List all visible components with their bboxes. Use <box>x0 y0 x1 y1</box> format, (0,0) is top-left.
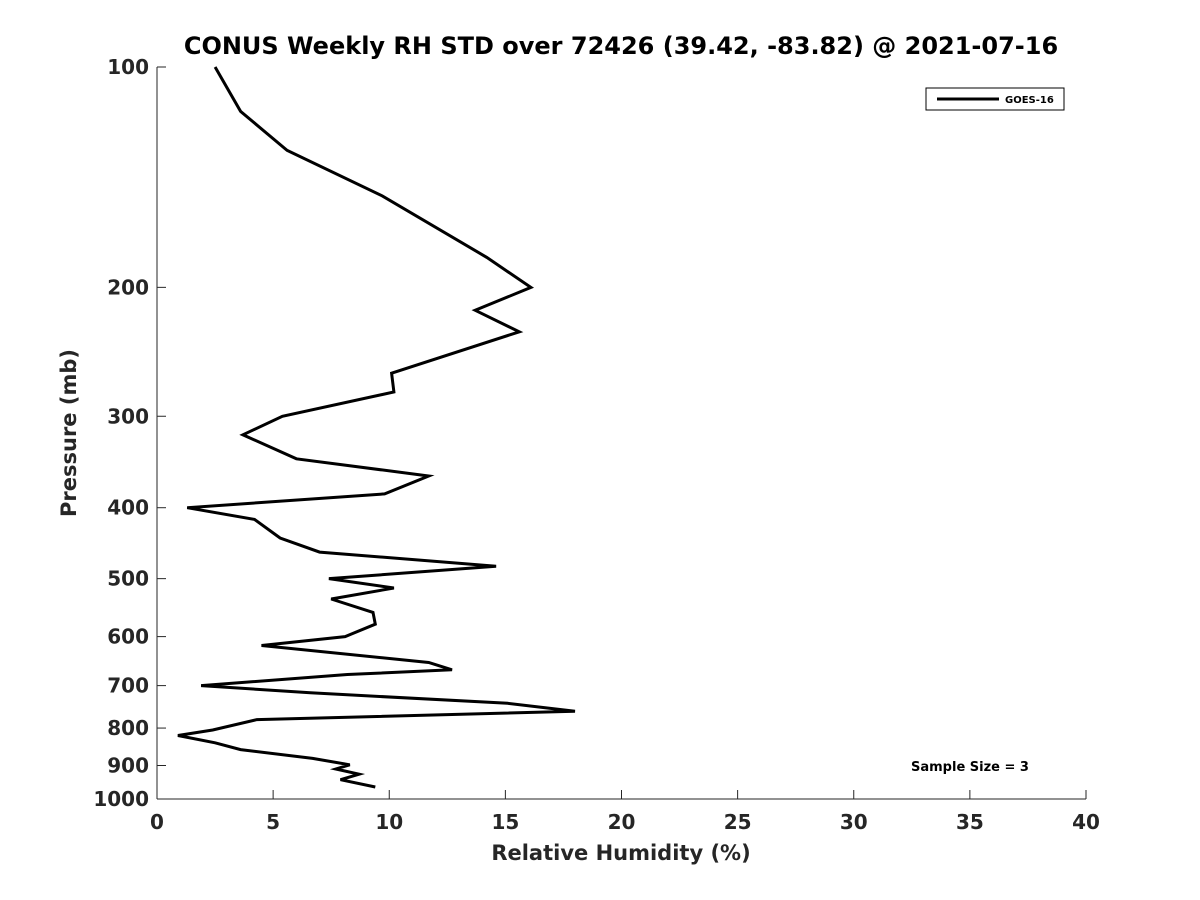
x-axis-label: Relative Humidity (%) <box>491 841 750 865</box>
x-tick-label: 20 <box>608 810 636 834</box>
y-axis-ticks: 100 200 300 400 500 600 700 800 900 1000 <box>93 55 166 811</box>
y-tick-label: 400 <box>107 496 149 520</box>
x-tick-label: 0 <box>150 810 164 834</box>
y-tick-label: 1000 <box>93 787 149 811</box>
y-tick-label: 700 <box>107 674 149 698</box>
x-tick-label: 30 <box>840 810 868 834</box>
x-tick-label: 40 <box>1072 810 1100 834</box>
y-tick-label: 100 <box>107 55 149 79</box>
x-tick-label: 25 <box>724 810 752 834</box>
y-tick-label: 900 <box>107 754 149 778</box>
x-tick-label: 35 <box>956 810 984 834</box>
y-tick-label: 800 <box>107 716 149 740</box>
y-tick-label: 500 <box>107 567 149 591</box>
legend-label-goes-16: GOES-16 <box>1005 95 1054 106</box>
y-tick-label: 300 <box>107 404 149 428</box>
series-layer <box>177 66 576 789</box>
legend: GOES-16 <box>925 87 1065 111</box>
y-tick-label: 200 <box>107 275 149 299</box>
x-axis-ticks: 0 5 10 15 20 25 30 35 40 <box>150 790 1100 834</box>
x-tick-label: 15 <box>491 810 519 834</box>
x-tick-label: 5 <box>266 810 280 834</box>
y-axis-label: Pressure (mb) <box>57 349 81 517</box>
sample-size-annotation: Sample Size = 3 <box>911 760 1029 775</box>
y-tick-label: 600 <box>107 625 149 649</box>
plot-area <box>157 67 1086 799</box>
series-line-goes-16 <box>177 66 576 789</box>
chart-title: CONUS Weekly RH STD over 72426 (39.42, -… <box>184 32 1058 60</box>
x-tick-label: 10 <box>375 810 403 834</box>
